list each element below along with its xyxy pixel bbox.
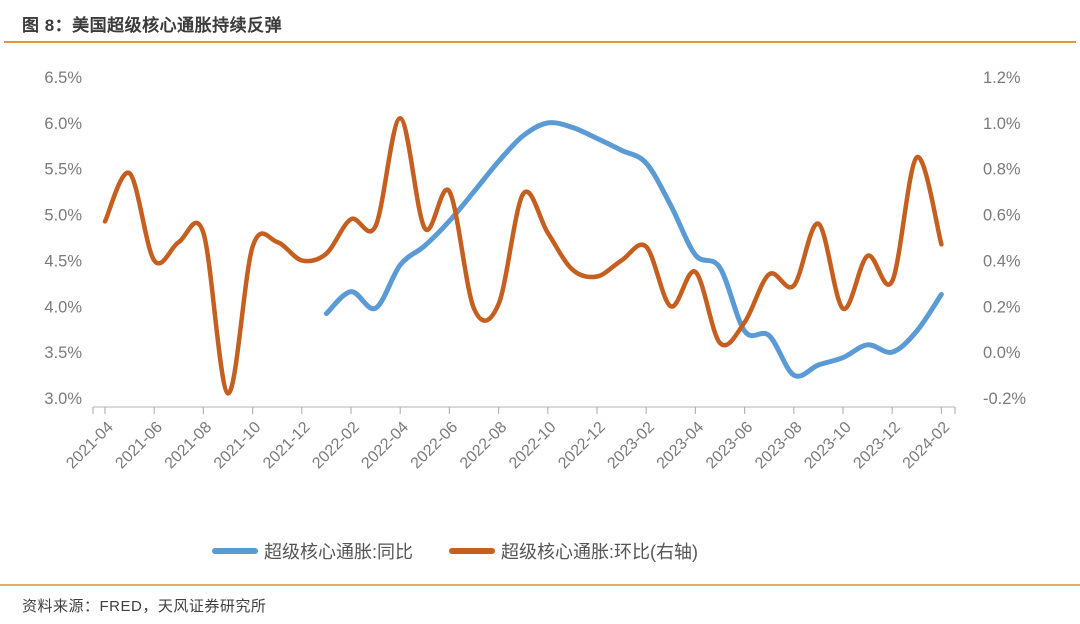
series-line-mom	[102, 116, 944, 396]
x-axis-label: 2021-06	[112, 419, 166, 473]
left-axis-label: 6.5%	[44, 69, 82, 87]
left-axis-label: 6.0%	[44, 115, 82, 133]
x-axis-label: 2024-02	[900, 419, 954, 473]
legend-item-mom: 超级核心通胀:环比(右轴)	[449, 538, 698, 564]
x-axis-label: 2021-04	[63, 419, 117, 473]
x-axis-label: 2022-06	[408, 419, 462, 473]
x-axis-label: 2022-10	[506, 419, 560, 473]
x-axis-label: 2021-10	[211, 419, 265, 473]
figure-title: 图 8：美国超级核心通胀持续反弹	[22, 16, 283, 35]
left-axis-label: 5.5%	[44, 161, 82, 179]
chart-legend: 超级核心通胀:同比 超级核心通胀:环比(右轴)	[212, 538, 698, 564]
right-axis-label: 1.2%	[983, 69, 1021, 87]
source-divider	[0, 584, 1080, 586]
left-axis-label: 4.5%	[44, 252, 82, 270]
right-axis-label: 0.2%	[983, 298, 1021, 316]
x-axis-label: 2023-08	[752, 419, 806, 473]
x-axis-label: 2022-12	[555, 419, 609, 473]
title-divider	[4, 41, 1076, 43]
series-line-yoy	[323, 120, 944, 379]
legend-label-yoy: 超级核心通胀:同比	[264, 542, 414, 562]
left-axis-label: 5.0%	[44, 207, 82, 225]
legend-item-yoy: 超级核心通胀:同比	[212, 538, 413, 564]
legend-swatch-mom	[449, 548, 496, 554]
left-axis-label: 3.0%	[44, 390, 82, 408]
x-axis-label: 2021-12	[260, 419, 314, 473]
right-axis-label: 0.8%	[983, 161, 1021, 179]
right-axis-label: -0.2%	[983, 390, 1026, 408]
x-axis-label: 2022-08	[457, 419, 511, 473]
x-axis-label: 2023-02	[604, 419, 658, 473]
right-axis-label: 0.0%	[983, 344, 1021, 362]
x-axis-label: 2022-02	[309, 419, 363, 473]
right-axis-label: 0.6%	[983, 207, 1021, 225]
x-axis-label: 2021-08	[162, 419, 216, 473]
x-axis-label: 2023-06	[703, 419, 757, 473]
right-axis-label: 1.0%	[983, 115, 1021, 133]
x-axis-label: 2023-04	[654, 419, 708, 473]
x-axis-label: 2023-10	[801, 419, 855, 473]
legend-label-mom: 超级核心通胀:环比(右轴)	[501, 542, 699, 562]
left-axis-label: 3.5%	[44, 344, 82, 362]
x-axis-label: 2023-12	[850, 419, 904, 473]
source-text: 资料来源：FRED，天风证券研究所	[22, 598, 267, 615]
x-axis-label: 2022-04	[358, 419, 412, 473]
left-axis-label: 4.0%	[44, 298, 82, 316]
legend-swatch-yoy	[212, 548, 258, 554]
inflation-line-chart: 2021-042021-062021-082021-102021-122022-…	[44, 69, 1026, 473]
right-axis-label: 0.4%	[983, 252, 1021, 270]
